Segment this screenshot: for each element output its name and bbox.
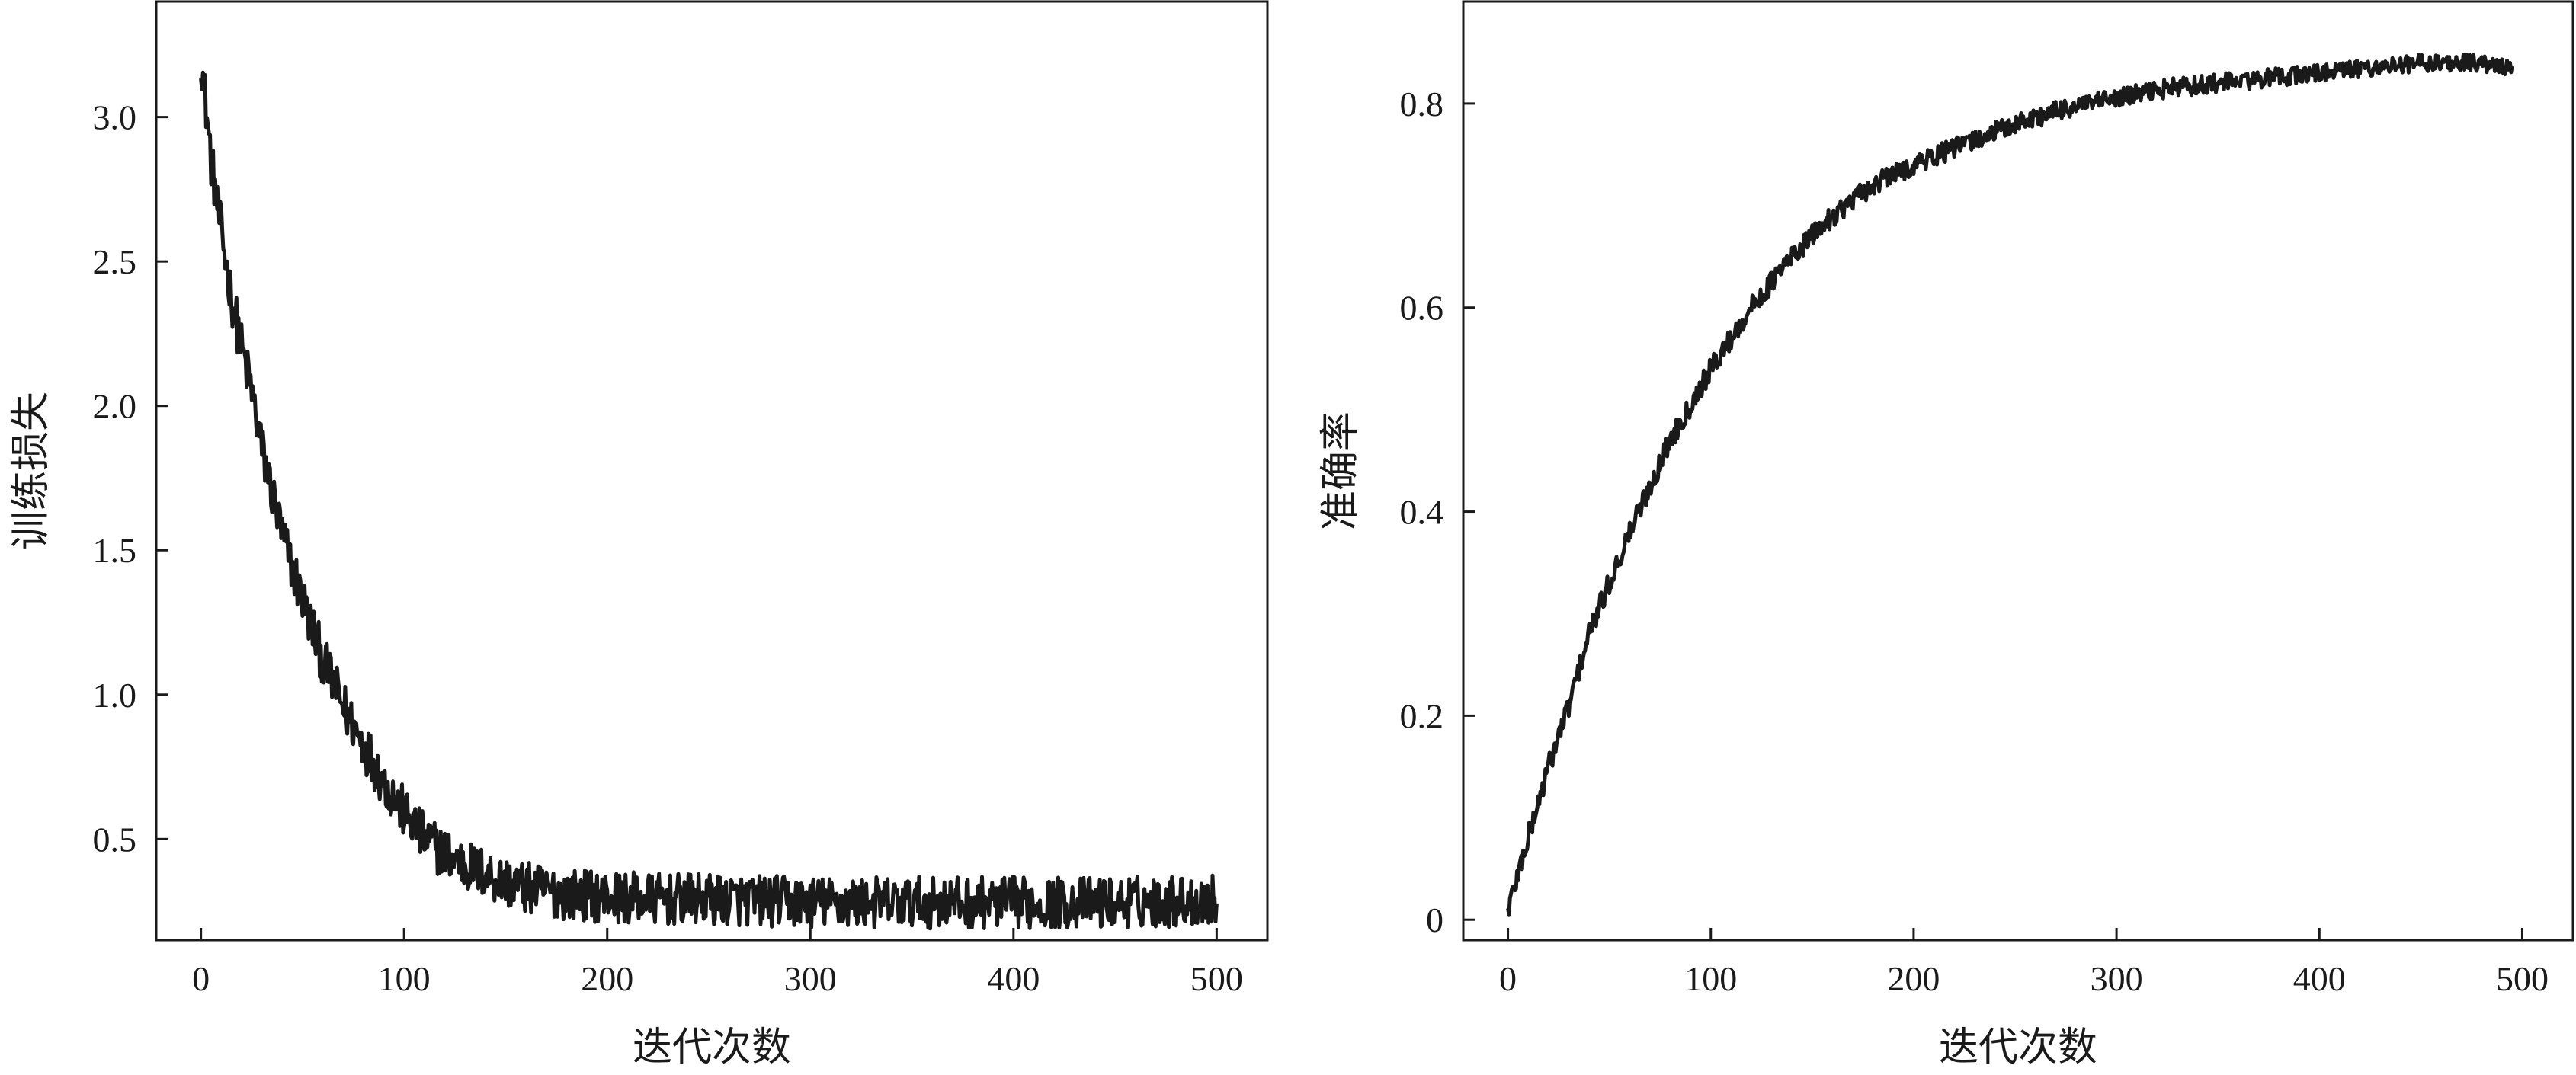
- loss-x-axis-label: 迭代次数: [633, 1026, 791, 1070]
- loss-y-tick-label: 2.0: [93, 387, 137, 426]
- accuracy-y-tick-label: 0: [1426, 901, 1443, 939]
- accuracy-x-ticks: 0 100 200 300 400 500: [1499, 928, 2549, 998]
- loss-y-tick-label: 3.0: [93, 98, 137, 137]
- loss-y-tick-label: 0.5: [93, 820, 137, 859]
- loss-x-tick-label: 100: [378, 959, 431, 998]
- loss-x-tick-label: 200: [581, 959, 633, 998]
- loss-y-tick-label: 1.5: [93, 531, 137, 570]
- accuracy-x-tick-label: 200: [1887, 959, 1940, 998]
- loss-y-tick-label: 1.0: [93, 676, 137, 715]
- accuracy-chart: 0 100 200 300 400 500 0 0.2 0.4 0.6 0.8 迭代次数 准确率: [1319, 0, 2574, 1070]
- loss-chart: 0 100 200 300 400 500 0.5 1.0 1.5 2.0 2.5 3.0 迭代次数…: [10, 0, 1269, 1070]
- accuracy-y-ticks: 0 0.2 0.4 0.6 0.8: [1400, 85, 1475, 939]
- accuracy-y-axis-label: 准确率: [1319, 411, 1363, 530]
- loss-x-tick-label: 300: [784, 959, 837, 998]
- loss-y-axis-label: 训练损失: [10, 392, 53, 550]
- accuracy-series-line: [1506, 53, 2514, 917]
- accuracy-x-axis-label: 迭代次数: [1939, 1026, 2097, 1070]
- loss-x-tick-label: 400: [987, 959, 1040, 998]
- loss-series-line: [199, 70, 1219, 931]
- accuracy-y-tick-label: 0.2: [1400, 696, 1444, 735]
- accuracy-y-tick-label: 0.8: [1400, 85, 1444, 123]
- loss-y-ticks: 0.5 1.0 1.5 2.0 2.5 3.0: [93, 98, 168, 859]
- accuracy-x-tick-label: 400: [2293, 959, 2346, 998]
- accuracy-y-tick-label: 0.4: [1400, 493, 1444, 532]
- accuracy-plot-frame: [1462, 0, 2574, 942]
- accuracy-x-tick-label: 500: [2496, 959, 2549, 998]
- loss-x-ticks: 0 100 200 300 400 500: [192, 928, 1243, 998]
- accuracy-x-tick-label: 300: [2091, 959, 2143, 998]
- loss-x-tick-label: 500: [1190, 959, 1243, 998]
- accuracy-x-tick-label: 100: [1684, 959, 1737, 998]
- accuracy-x-tick-label: 0: [1499, 959, 1517, 998]
- accuracy-y-tick-label: 0.6: [1400, 289, 1444, 328]
- loss-y-tick-label: 2.5: [93, 242, 137, 281]
- loss-x-tick-label: 0: [192, 959, 210, 998]
- loss-plot-frame: [155, 0, 1269, 942]
